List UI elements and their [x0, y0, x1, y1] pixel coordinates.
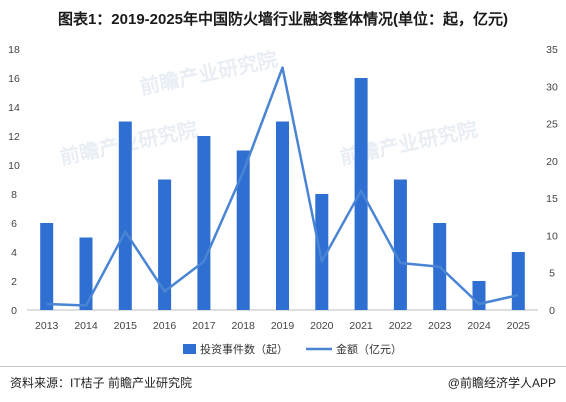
bar-2017 — [197, 136, 211, 310]
watermark-text: 前瞻产业研究院 — [138, 47, 280, 100]
y-left-tick-label: 4 — [11, 247, 17, 259]
y-right-tick-label: 30 — [546, 81, 558, 93]
y-right-tick-label: 0 — [549, 305, 555, 317]
legend-line-label: 金额（亿元） — [336, 342, 402, 356]
y-right-tick-label: 15 — [546, 193, 558, 205]
y-axis-right-labels: 0 5 10 15 20 25 30 35 — [546, 44, 558, 317]
chart: 前瞻产业研究院前瞻产业研究院前瞻产业研究院 201320142015201620… — [8, 44, 558, 356]
chart-legend: 投资事件数（起） 金额（亿元） — [183, 342, 402, 356]
y-left-tick-label: 6 — [11, 218, 17, 230]
bar-2022 — [393, 179, 407, 310]
y-left-tick-label: 18 — [8, 44, 20, 56]
bar-2019 — [276, 121, 289, 310]
y-left-tick-label: 10 — [8, 160, 20, 172]
legend-bar-swatch — [183, 344, 196, 354]
y-right-tick-label: 10 — [546, 230, 558, 242]
bar-2025 — [511, 252, 525, 310]
x-tick-label: 2014 — [74, 320, 98, 332]
x-tick-label: 2013 — [35, 320, 59, 332]
y-left-tick-label: 16 — [8, 73, 20, 85]
legend-bar-label: 投资事件数（起） — [200, 342, 288, 356]
bar-2016 — [158, 179, 172, 310]
x-tick-label: 2022 — [389, 320, 413, 332]
source-note: 资料来源：IT桔子 前瞻产业研究院 — [10, 376, 192, 390]
y-right-tick-label: 5 — [549, 268, 555, 280]
x-axis-labels: 2013 2014 2015 2016 2017 2018 2019 2020 2021 2022… — [35, 320, 530, 332]
line-series — [46, 66, 519, 307]
y-left-tick-label: 12 — [8, 131, 20, 143]
x-tick-label: 2016 — [153, 320, 177, 332]
y-left-tick-label: 2 — [11, 276, 17, 288]
bar-2020 — [315, 194, 329, 310]
y-right-tick-label: 35 — [546, 44, 558, 56]
x-tick-label: 2021 — [349, 320, 373, 332]
x-tick-label: 2025 — [507, 320, 531, 332]
y-right-tick-label: 20 — [546, 156, 558, 168]
bar-2021 — [354, 78, 368, 310]
bar-series — [40, 78, 525, 310]
y-left-tick-label: 8 — [11, 189, 17, 201]
brand-credit: @前瞻经济学人APP — [447, 376, 556, 390]
x-tick-label: 2018 — [232, 320, 256, 332]
bar-2014 — [79, 237, 93, 310]
chart-title: 图表1：2019-2025年中国防火墙行业融资整体情况(单位：起，亿元) — [57, 11, 509, 28]
y-axis-left-labels: 0 2 4 6 8 10 12 14 16 18 — [8, 44, 20, 317]
x-tick-label: 2015 — [114, 320, 138, 332]
bar-2024 — [472, 281, 486, 310]
y-left-tick-label: 0 — [11, 305, 17, 317]
x-tick-label: 2023 — [428, 320, 452, 332]
y-left-tick-label: 14 — [8, 102, 20, 114]
amount-line — [46, 66, 519, 307]
x-tick-label: 2017 — [192, 320, 216, 332]
bar-2018 — [236, 150, 250, 310]
bar-2013 — [40, 223, 54, 310]
x-tick-label: 2020 — [310, 320, 334, 332]
y-right-tick-label: 25 — [546, 119, 558, 131]
bar-2015 — [118, 121, 132, 310]
footer-divider — [0, 366, 566, 367]
x-tick-label: 2019 — [271, 320, 295, 332]
x-tick-label: 2024 — [467, 320, 491, 332]
